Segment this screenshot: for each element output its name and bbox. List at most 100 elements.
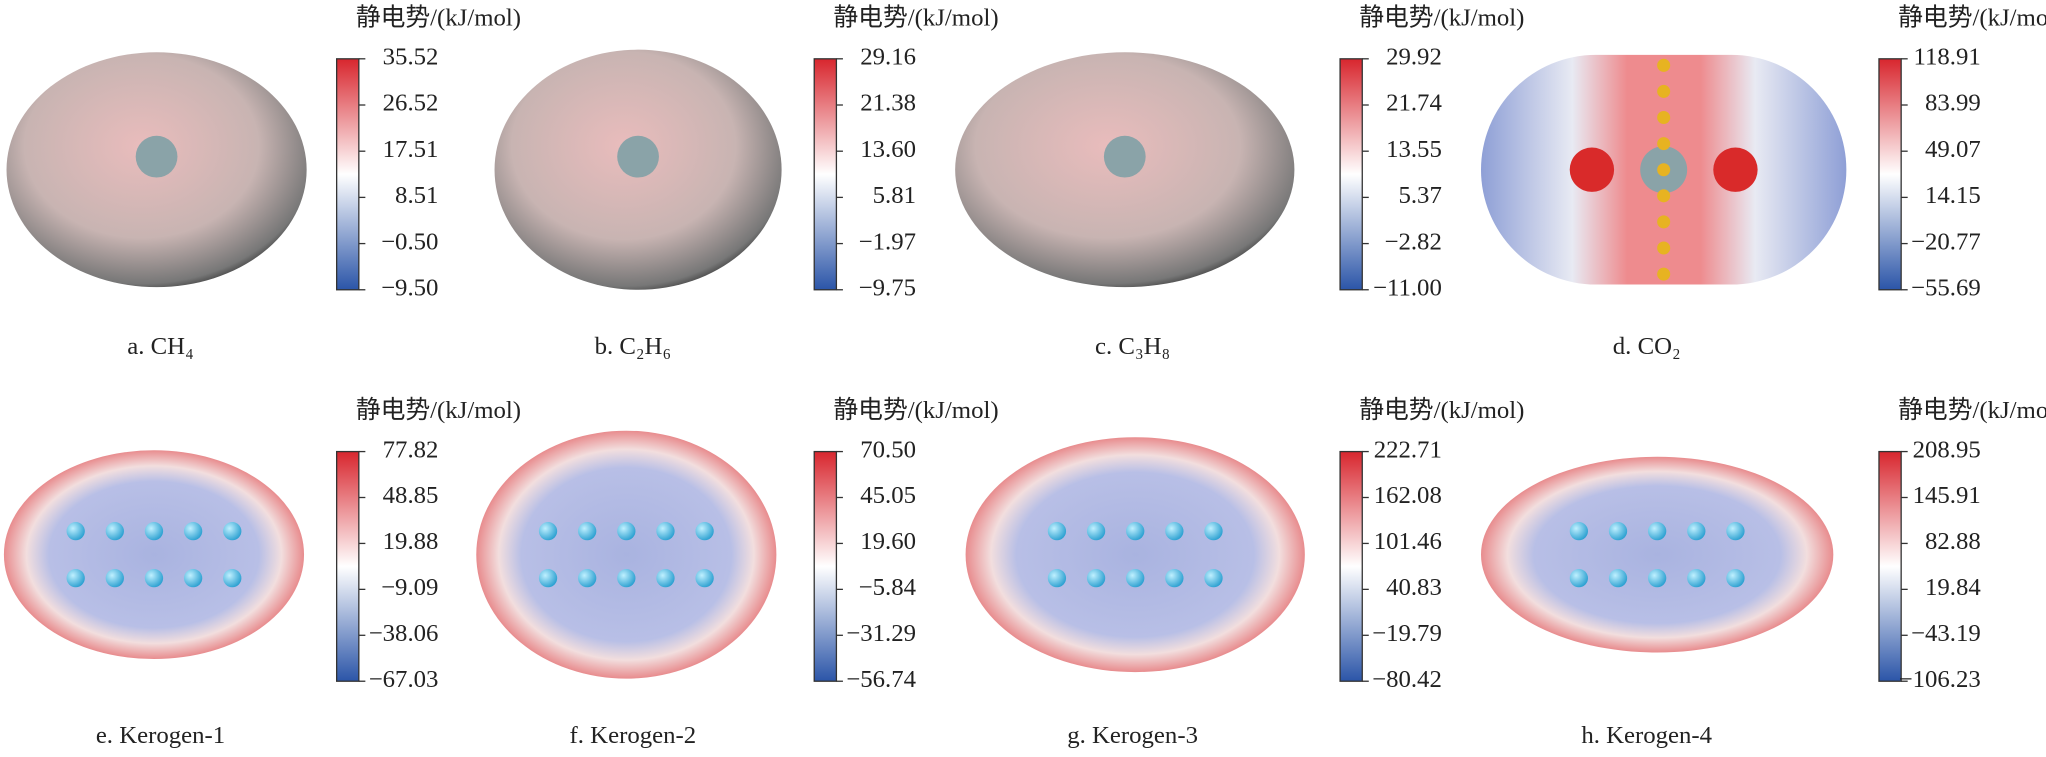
tick-label: 26.52 xyxy=(383,90,439,117)
tick-label: 222.71 xyxy=(1374,436,1442,463)
atom xyxy=(223,522,242,541)
colorbar-title: 静电势/(kJ/mol) xyxy=(1359,3,1524,31)
caption: b. C₂H₆ xyxy=(595,333,672,360)
tick-label: 101.46 xyxy=(1374,528,1442,555)
tick-label: −55.69 xyxy=(1911,274,1981,301)
point xyxy=(1657,163,1671,177)
tick-label: −43.19 xyxy=(1911,620,1981,647)
tick-label: 17.51 xyxy=(383,136,439,163)
point xyxy=(1657,84,1671,98)
tick-label: 118.91 xyxy=(1914,44,1981,71)
atom xyxy=(538,569,558,588)
tick-label: 40.83 xyxy=(1386,574,1442,601)
atom xyxy=(1165,522,1184,541)
atom xyxy=(183,522,203,541)
tick-label: −9.09 xyxy=(381,574,438,601)
atom xyxy=(1047,522,1067,541)
tick-label: 13.60 xyxy=(860,136,916,163)
surface xyxy=(476,430,777,679)
tick-label: 19.60 xyxy=(860,528,916,555)
point xyxy=(1657,267,1671,281)
point xyxy=(1657,58,1671,72)
atom xyxy=(1047,569,1067,588)
atom xyxy=(1608,569,1628,588)
tick-label: 45.05 xyxy=(860,482,916,509)
atom xyxy=(1608,522,1628,541)
atom xyxy=(695,569,714,588)
tick-label: −1.97 xyxy=(859,228,916,255)
caption: f. Kerogen-2 xyxy=(570,722,697,749)
colorbar xyxy=(1339,58,1363,291)
tick-label: −67.03 xyxy=(369,666,439,693)
colorbar-title: 静电势/(kJ/mol) xyxy=(833,3,998,31)
colorbar-title: 静电势/(kJ/mol) xyxy=(1898,396,2046,424)
tick-label: −38.06 xyxy=(369,620,439,647)
atom xyxy=(66,522,85,541)
caption: c. C₃H₈ xyxy=(1095,333,1170,360)
tick-label: 83.99 xyxy=(1925,90,1981,117)
surface xyxy=(1481,456,1834,653)
colorbar-title: 静电势/(kJ/mol) xyxy=(356,396,521,424)
atom xyxy=(1126,522,1145,541)
caption: g. Kerogen-3 xyxy=(1067,722,1198,749)
atom xyxy=(617,522,636,541)
colorbar xyxy=(1878,450,1902,682)
tick-label: 19.84 xyxy=(1925,574,1981,601)
atom xyxy=(1086,569,1106,588)
atom xyxy=(1086,522,1106,541)
atom xyxy=(66,569,85,588)
point xyxy=(1657,137,1671,151)
tick-label: −19.79 xyxy=(1372,620,1442,647)
colorbar xyxy=(813,450,838,682)
tick-label: 19.88 xyxy=(383,528,439,555)
atom xyxy=(1569,147,1615,192)
tick-label: 21.38 xyxy=(860,90,916,117)
atom xyxy=(1713,147,1758,192)
tick-label: −2.82 xyxy=(1385,228,1442,255)
tick-label: 21.74 xyxy=(1386,90,1442,117)
atom xyxy=(617,135,659,178)
tick-label: −106.23 xyxy=(1899,666,1981,693)
tick-label: 162.08 xyxy=(1374,482,1442,509)
atom xyxy=(1204,569,1223,588)
atom xyxy=(183,569,203,588)
atom xyxy=(144,569,164,588)
atom xyxy=(656,569,675,588)
tick-label: 5.81 xyxy=(873,182,916,209)
atom xyxy=(695,522,714,541)
atom xyxy=(538,522,558,541)
atom xyxy=(617,569,636,588)
atom xyxy=(1687,522,1706,541)
tick-label: 29.16 xyxy=(860,44,916,71)
atom xyxy=(1126,569,1145,588)
surface xyxy=(965,437,1305,673)
tick-label: 145.91 xyxy=(1913,482,1981,509)
point xyxy=(1657,111,1671,125)
tick-label: 77.82 xyxy=(383,436,439,463)
tick-label: 70.50 xyxy=(860,436,916,463)
atom xyxy=(1165,569,1184,588)
caption: d. CO₂ xyxy=(1613,333,1681,360)
tick-label: −20.77 xyxy=(1911,228,1981,255)
colorbar-title: 静电势/(kJ/mol) xyxy=(833,396,998,424)
point xyxy=(1657,241,1671,255)
tick-label: 8.51 xyxy=(395,182,438,209)
caption: a. CH₄ xyxy=(127,333,193,360)
tick-label: 14.15 xyxy=(1925,182,1981,209)
tick-label: 29.92 xyxy=(1386,44,1442,71)
point xyxy=(1657,189,1671,203)
tick-label: 5.37 xyxy=(1398,182,1441,209)
atom xyxy=(144,522,164,541)
colorbar-title: 静电势/(kJ/mol) xyxy=(1359,396,1524,424)
atom xyxy=(656,522,675,541)
atom xyxy=(223,569,242,588)
colorbar xyxy=(335,58,360,291)
colorbar-title: 静电势/(kJ/mol) xyxy=(356,3,521,31)
atom xyxy=(1103,135,1146,178)
atom xyxy=(1648,522,1667,541)
tick-label: −9.75 xyxy=(859,274,916,301)
atom xyxy=(1569,569,1588,588)
tick-label: 208.95 xyxy=(1913,436,1981,463)
atom xyxy=(1726,522,1745,541)
